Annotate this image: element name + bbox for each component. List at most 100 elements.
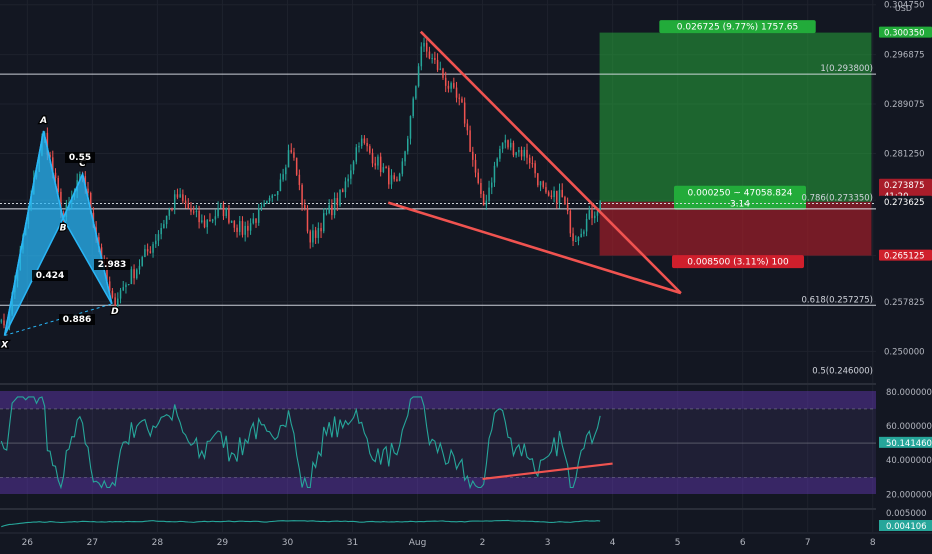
candle-body [3, 320, 5, 326]
candle-body [401, 161, 404, 174]
candle-body [409, 116, 412, 139]
target-label-bg [659, 20, 816, 34]
candle-body [575, 240, 577, 242]
candle-body [450, 83, 452, 89]
candle-body [130, 269, 133, 285]
candle-body [179, 194, 181, 198]
candle-body [480, 182, 482, 194]
price-tick: 0.257825 [884, 298, 925, 308]
candle-body [377, 156, 379, 166]
rsi-oversold-zone [0, 477, 876, 494]
candle-body [496, 158, 498, 166]
candle-body [106, 263, 108, 282]
candle-body [160, 228, 162, 235]
candle-body [49, 154, 51, 158]
candle-body [225, 208, 227, 217]
target-label-text: 0.026725 (9.77%) 1757.65 [677, 23, 799, 33]
candle-body [550, 195, 553, 198]
profit-zone [599, 32, 872, 202]
candle-body [593, 215, 596, 219]
candle-body [385, 167, 387, 169]
candle-body [290, 150, 292, 153]
candle-body [398, 173, 401, 181]
target-price-tag: 0.300350 [879, 26, 932, 39]
time-tick: 7 [805, 538, 811, 548]
candle-body [119, 290, 122, 299]
candle-body [477, 172, 479, 183]
candle-body [518, 149, 520, 153]
candle-body [198, 210, 200, 223]
pattern-point-label: B [60, 223, 67, 233]
candle-body [534, 163, 536, 174]
axis-background [876, 0, 932, 550]
candle-body [331, 205, 333, 216]
fib-label: 0.618(0.257275) [801, 295, 873, 305]
candle-body [599, 201, 601, 212]
fibonacci-levels[interactable]: 1(0.293800) 0.786(0.273350) 0.618(0.257275… [0, 64, 876, 377]
candle-body [293, 152, 295, 158]
entry-label-text: 3.14 [730, 199, 750, 209]
candle-body [556, 190, 558, 204]
candle-body [420, 46, 423, 67]
candle-body [461, 98, 463, 103]
time-tick: 30 [282, 538, 294, 548]
candle-body [526, 149, 528, 158]
candle-body [203, 220, 206, 228]
candle-body [344, 181, 347, 193]
candle-body [306, 208, 309, 232]
candle-body [358, 146, 360, 148]
candle-body [46, 132, 49, 155]
lower-indicator-line [1, 519, 601, 528]
candle-body [87, 188, 89, 194]
price-tick: 0.281250 [884, 150, 925, 160]
candle-body [282, 174, 284, 180]
candle-body [436, 59, 439, 70]
price-tick: 0.304750 [884, 1, 925, 11]
candle-body [325, 213, 328, 215]
candle-body [201, 220, 203, 223]
pattern-ratio-bg [59, 314, 95, 325]
pattern-ratio: 0.55 [69, 153, 91, 163]
time-axis[interactable]: 26 27 28 29 30 31 Aug 2 3 4 5 6 7 8 [0, 532, 932, 548]
candle-body [304, 204, 306, 209]
candle-body [388, 167, 390, 185]
candle-body [428, 51, 431, 59]
candle-body [233, 220, 236, 228]
candle-body [317, 228, 320, 238]
entry-price-tag-bg [879, 195, 932, 207]
candle-body [279, 179, 282, 192]
candle-body [341, 189, 344, 193]
candle-body [577, 237, 580, 241]
candle-body [79, 174, 81, 181]
candle-body [339, 189, 341, 206]
candle-body [260, 206, 263, 209]
candle-body [369, 146, 371, 153]
time-tick: 27 [87, 538, 98, 548]
candle-body [206, 219, 208, 228]
rsi-current-bg [879, 436, 932, 448]
time-tick: 31 [347, 538, 358, 548]
candle-body [545, 187, 547, 193]
target-price-tag-bg [879, 26, 932, 38]
candle-body [84, 176, 87, 189]
candle-body [228, 208, 230, 223]
harmonic-pattern[interactable]: X A B C D 0.424 0.55 2.983 0.886 [0, 115, 130, 352]
pattern-ratio-bg [65, 152, 95, 163]
candle-body [257, 208, 260, 223]
candle-body [176, 194, 179, 198]
candle-body [509, 142, 512, 148]
candle-body [141, 257, 143, 266]
candle-body [485, 200, 488, 206]
falling-wedge[interactable] [387, 30, 682, 295]
long-position-tool[interactable]: 0.026725 (9.77%) 1757.65 0.000250 ~ 47058… [599, 20, 872, 269]
candle-body [390, 175, 393, 185]
pattern-point-label: C [79, 159, 86, 169]
candle-body [363, 138, 366, 144]
candle-body [192, 211, 195, 213]
candle-body [108, 281, 111, 291]
price-tick: 0.250000 [884, 347, 925, 357]
lower-tick: 0.005000 [886, 509, 927, 519]
